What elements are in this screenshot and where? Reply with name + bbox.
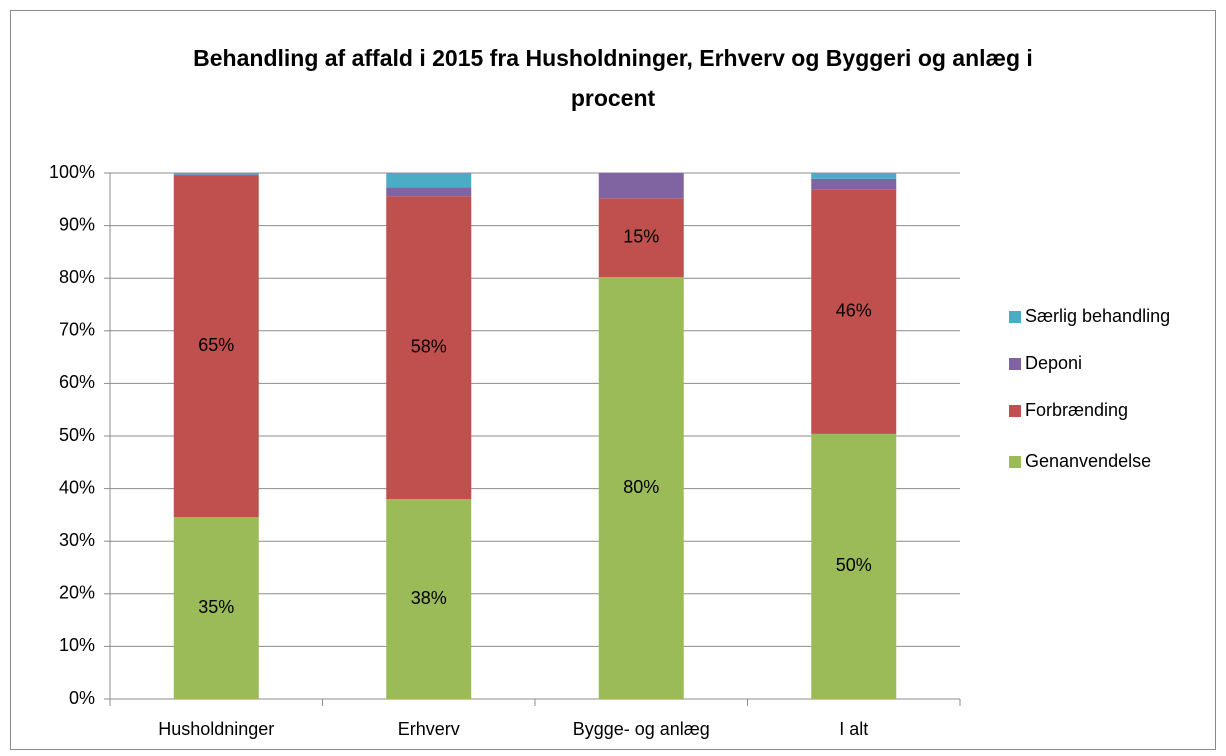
legend-swatch: [1009, 311, 1021, 323]
data-label: 80%: [623, 477, 659, 497]
bar-segment: [173, 517, 259, 699]
y-tick-label: 40%: [59, 477, 95, 497]
y-tick-label: 0%: [69, 688, 95, 708]
bar-segment: [811, 189, 897, 434]
data-label: 15%: [623, 226, 659, 246]
chart-title: Behandling af affald i 2015 fra Husholdn…: [193, 45, 1033, 111]
bar-segment: [598, 277, 684, 699]
y-tick-label: 50%: [59, 425, 95, 445]
legend-label: Forbrænding: [1025, 400, 1128, 420]
data-label: 38%: [411, 588, 447, 608]
bar-segment: [811, 173, 897, 179]
y-tick-label: 30%: [59, 530, 95, 550]
bar-segment: [598, 198, 684, 278]
y-tick-label: 90%: [59, 214, 95, 234]
data-label: 50%: [836, 555, 872, 575]
y-tick-label: 100%: [49, 162, 95, 182]
y-tick-label: 80%: [59, 267, 95, 287]
bar-segment: [173, 175, 259, 518]
data-label: 35%: [198, 597, 234, 617]
legend-swatch: [1009, 456, 1021, 468]
data-label: 58%: [411, 336, 447, 356]
legend-label: Deponi: [1025, 353, 1082, 373]
bar-segment: [811, 433, 897, 699]
bar-segment: [173, 173, 259, 175]
data-label: 65%: [198, 335, 234, 355]
data-label: 46%: [836, 301, 872, 321]
x-tick-label: I alt: [839, 719, 868, 739]
x-tick-label: Husholdninger: [158, 719, 274, 739]
bar-segment: [598, 173, 684, 199]
y-tick-label: 20%: [59, 583, 95, 603]
bar-segment: [386, 196, 472, 500]
x-tick-label: Bygge- og anlæg: [573, 719, 710, 739]
legend-label: Genanvendelse: [1025, 451, 1151, 471]
legend-swatch: [1009, 405, 1021, 417]
legend-label: Særlig behandling: [1025, 306, 1170, 326]
bar-segment: [386, 173, 472, 188]
bar-segment: [173, 174, 259, 176]
x-tick-label: Erhverv: [398, 719, 460, 739]
bar-segment: [811, 178, 897, 190]
y-tick-label: 70%: [59, 320, 95, 340]
legend-swatch: [1009, 358, 1021, 370]
y-tick-label: 10%: [59, 635, 95, 655]
bar-segment: [386, 499, 472, 699]
y-tick-label: 60%: [59, 372, 95, 392]
bar-segment: [386, 187, 472, 197]
